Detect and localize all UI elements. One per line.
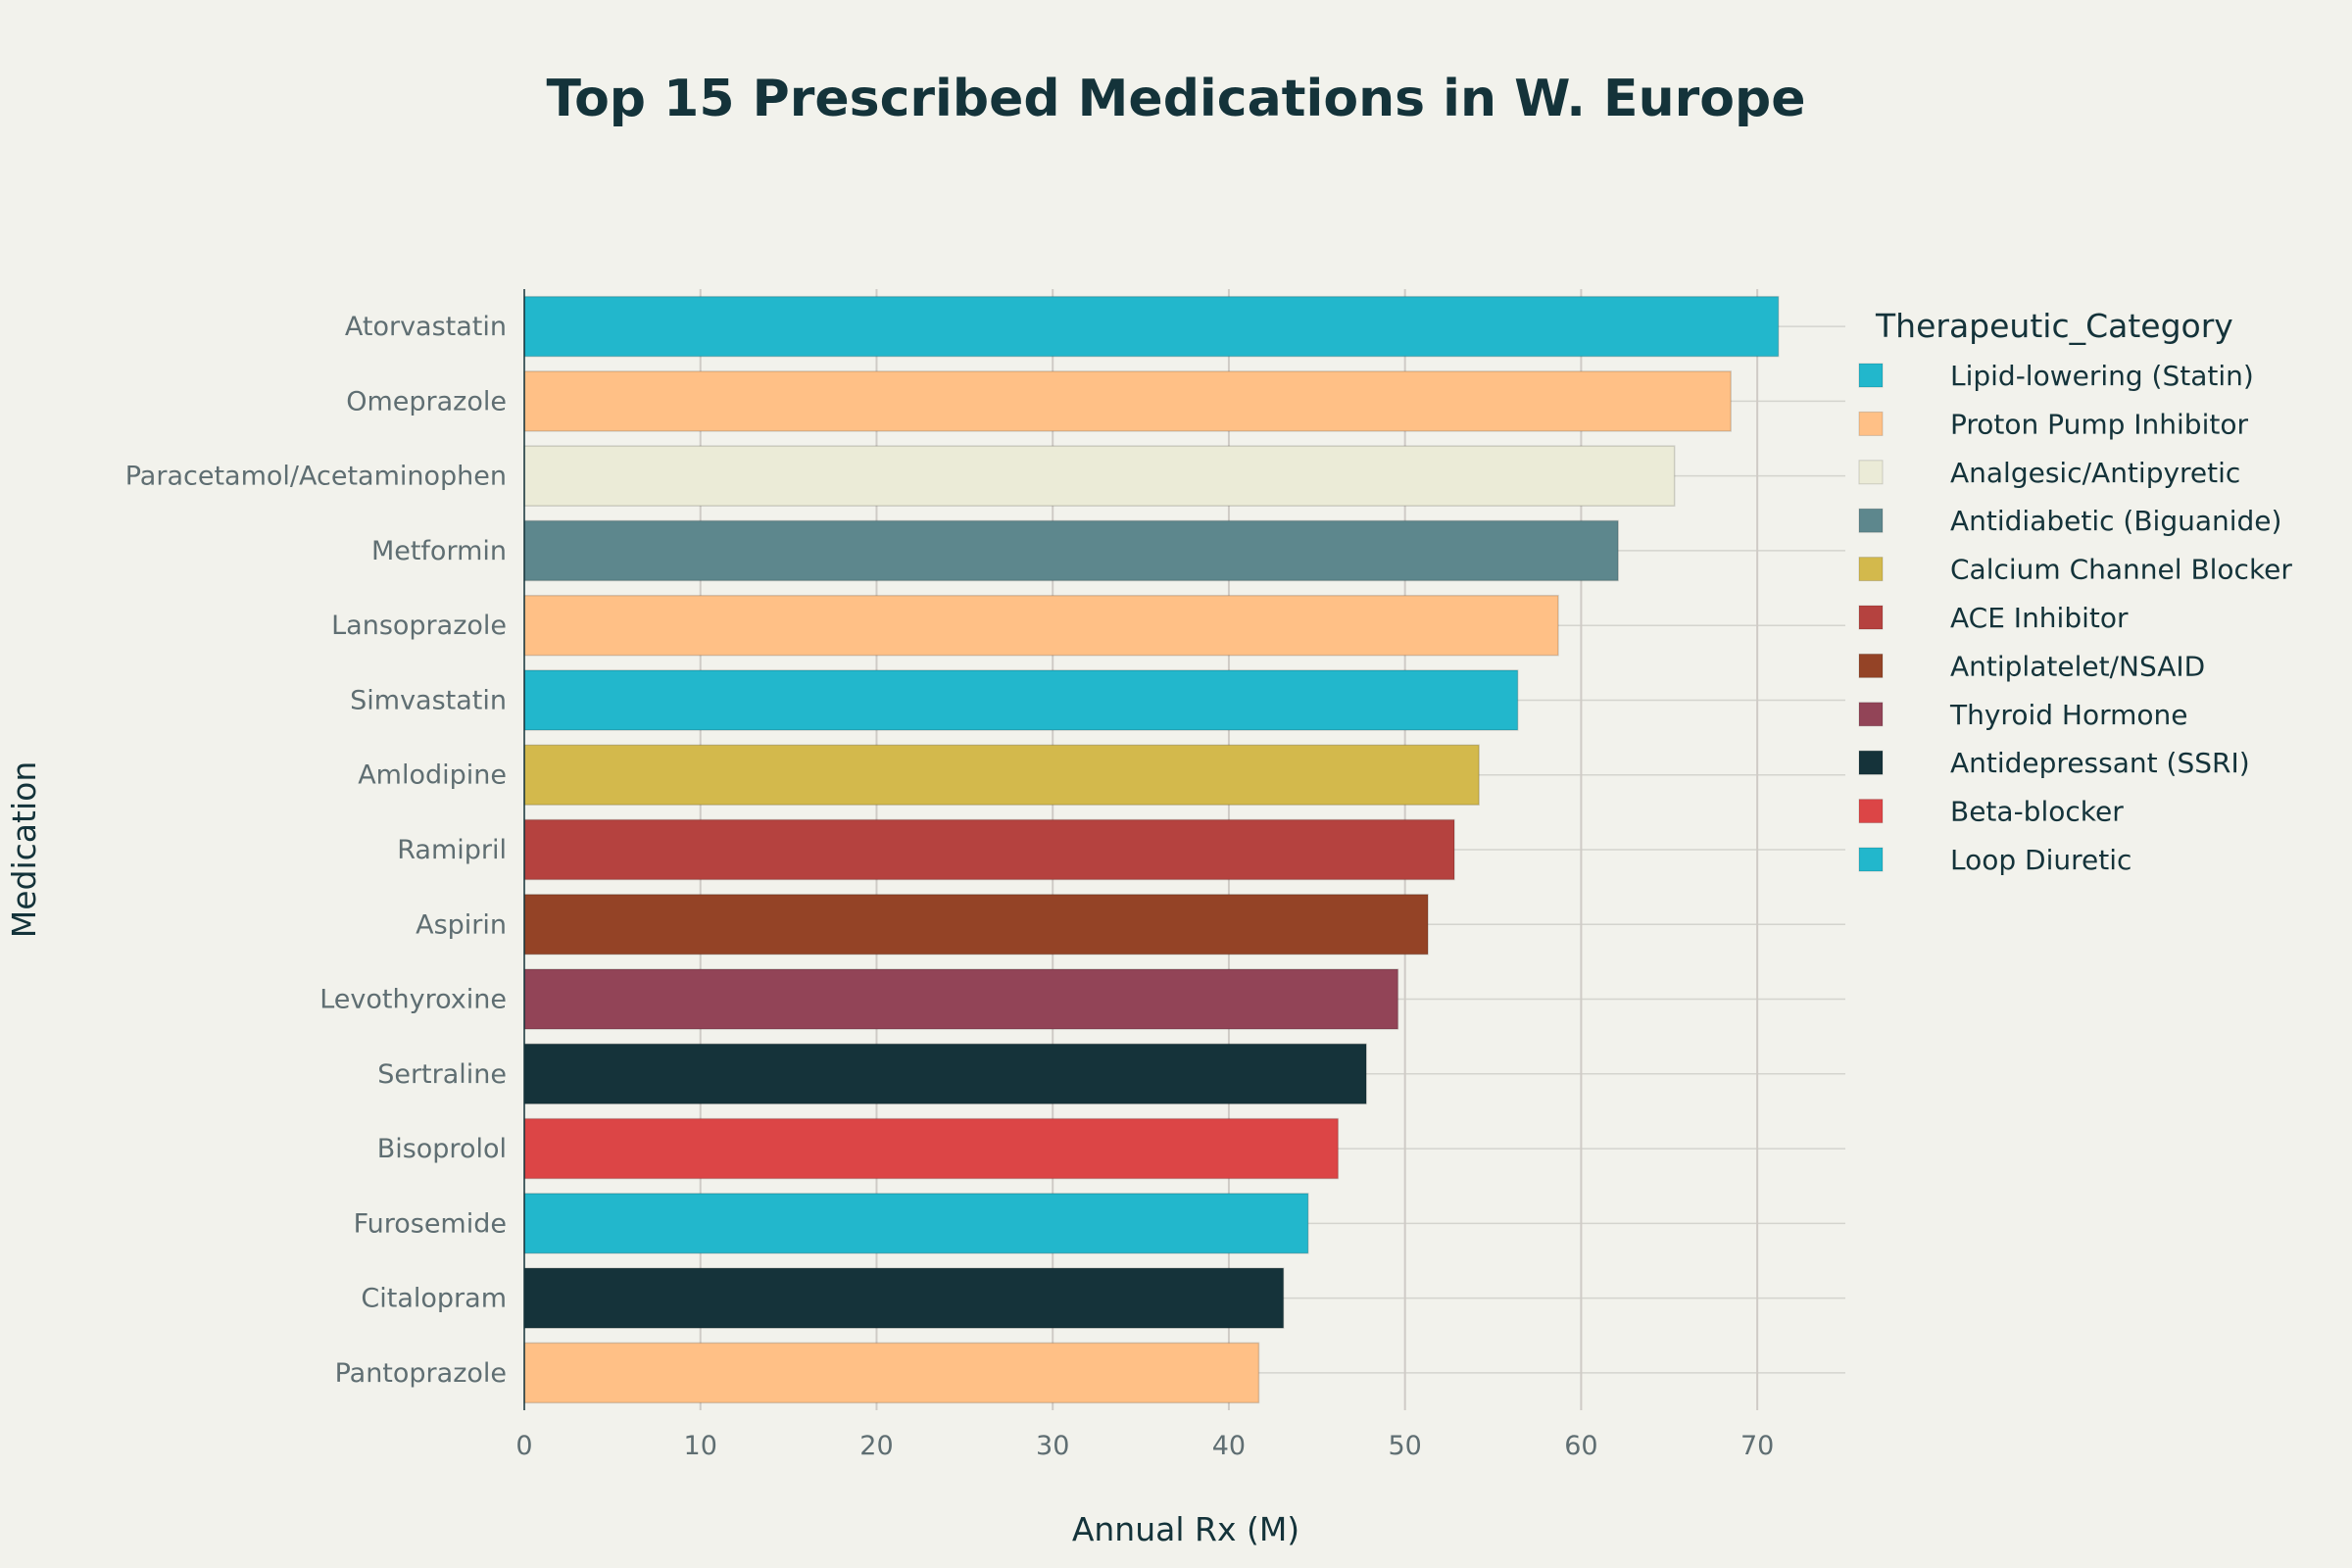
y-tick-label: Omeprazole — [346, 386, 507, 416]
y-tick-label: Metformin — [371, 536, 507, 566]
legend-item[interactable]: Thyroid Hormone — [1858, 699, 2187, 731]
legend-item[interactable]: Loop Diuretic — [1858, 844, 2132, 876]
x-tick-label: 0 — [515, 1431, 532, 1461]
legend-swatch — [1858, 847, 1884, 872]
y-tick-label: Ramipril — [397, 835, 507, 865]
legend-label: Antidiabetic (Biguanide) — [1950, 505, 2281, 537]
legend-label: Lipid-lowering (Statin) — [1950, 360, 2254, 392]
bar-aspirin[interactable] — [523, 894, 1429, 956]
y-tick-label: Atorvastatin — [345, 312, 507, 342]
legend-swatch — [1858, 557, 1884, 582]
bar-ramipril[interactable] — [523, 818, 1455, 881]
legend-label: Calcium Channel Blocker — [1950, 554, 2292, 586]
legend-swatch — [1858, 411, 1884, 436]
x-tick-label: 40 — [1212, 1431, 1246, 1461]
bar-bisoprolol[interactable] — [523, 1117, 1340, 1180]
bar-levothyroxine[interactable] — [523, 968, 1399, 1030]
legend-swatch — [1858, 750, 1884, 775]
legend-item[interactable]: Beta-blocker — [1858, 796, 2124, 828]
y-tick-label: Simvastatin — [350, 685, 507, 715]
legend-swatch — [1858, 460, 1884, 485]
legend: Therapeutic_Category Lipid-lowering (Sta… — [1858, 307, 2292, 876]
legend-label: Analgesic/Antipyretic — [1950, 457, 2240, 489]
x-tick-label: 20 — [859, 1431, 893, 1461]
y-tick-label: Bisoprolol — [377, 1134, 507, 1164]
bar-pantoprazole[interactable] — [523, 1342, 1260, 1404]
x-tick-label: 70 — [1740, 1431, 1774, 1461]
chart-title: Top 15 Prescribed Medications in W. Euro… — [547, 70, 1806, 128]
legend-swatch — [1858, 799, 1884, 824]
y-tick-label: Levothyroxine — [319, 985, 507, 1015]
legend-label: Loop Diuretic — [1950, 844, 2132, 876]
legend-swatch — [1858, 508, 1884, 533]
bar-furosemide[interactable] — [523, 1193, 1309, 1254]
bar-simvastatin[interactable] — [523, 669, 1519, 731]
y-tick-label: Furosemide — [354, 1208, 507, 1239]
bar-amlodipine[interactable] — [523, 744, 1480, 806]
bar-paracetamol-acetaminophen[interactable] — [523, 445, 1676, 507]
legend-label: Proton Pump Inhibitor — [1950, 408, 2248, 440]
y-tick-label: Lansoprazole — [331, 611, 507, 641]
legend-swatch — [1858, 363, 1884, 388]
bar-lansoprazole[interactable] — [523, 594, 1559, 657]
legend-label: Antidepressant (SSRI) — [1950, 747, 2250, 779]
x-tick-label: 10 — [684, 1431, 717, 1461]
legend-label: ACE Inhibitor — [1950, 602, 2129, 634]
y-tick-label: Paracetamol/Acetaminophen — [125, 462, 507, 492]
legend-label: Beta-blocker — [1950, 796, 2124, 828]
x-tick-label: 30 — [1036, 1431, 1069, 1461]
legend-item[interactable]: Lipid-lowering (Statin) — [1858, 360, 2254, 392]
bars — [523, 295, 1780, 1404]
y-tick-labels: Atorvastatin Omeprazole Paracetamol/Acetam… — [125, 312, 507, 1389]
legend-item[interactable]: ACE Inhibitor — [1858, 602, 2129, 634]
legend-item[interactable]: Proton Pump Inhibitor — [1858, 408, 2248, 440]
y-tick-label: Aspirin — [416, 909, 507, 940]
legend-swatch — [1858, 702, 1884, 727]
legend-item[interactable]: Antidepressant (SSRI) — [1858, 747, 2250, 779]
y-tick-label: Citalopram — [361, 1284, 507, 1314]
y-tick-label: Pantoprazole — [335, 1358, 507, 1389]
legend-swatch — [1858, 653, 1884, 678]
legend-label: Thyroid Hormone — [1949, 699, 2187, 731]
y-axis-title: Medication — [5, 761, 43, 938]
x-tick-labels: 0 10 20 30 40 50 60 70 — [515, 1431, 1774, 1461]
legend-label: Antiplatelet/NSAID — [1950, 650, 2205, 682]
legend-item[interactable]: Antidiabetic (Biguanide) — [1858, 505, 2281, 537]
y-tick-label: Sertraline — [377, 1059, 507, 1090]
x-axis-title: Annual Rx (M) — [1072, 1510, 1299, 1548]
bar-atorvastatin[interactable] — [523, 295, 1780, 358]
x-tick-label: 50 — [1388, 1431, 1421, 1461]
bar-omeprazole[interactable] — [523, 370, 1732, 432]
legend-title: Therapeutic_Category — [1875, 307, 2233, 345]
legend-item[interactable]: Antiplatelet/NSAID — [1858, 650, 2205, 682]
x-tick-label: 60 — [1564, 1431, 1597, 1461]
legend-swatch — [1858, 605, 1884, 630]
bar-sertraline[interactable] — [523, 1043, 1367, 1105]
bar-citalopram[interactable] — [523, 1267, 1285, 1329]
bar-metformin[interactable] — [523, 519, 1619, 582]
legend-item[interactable]: Calcium Channel Blocker — [1858, 554, 2292, 586]
legend-item[interactable]: Analgesic/Antipyretic — [1858, 457, 2240, 489]
y-tick-label: Amlodipine — [358, 760, 507, 791]
